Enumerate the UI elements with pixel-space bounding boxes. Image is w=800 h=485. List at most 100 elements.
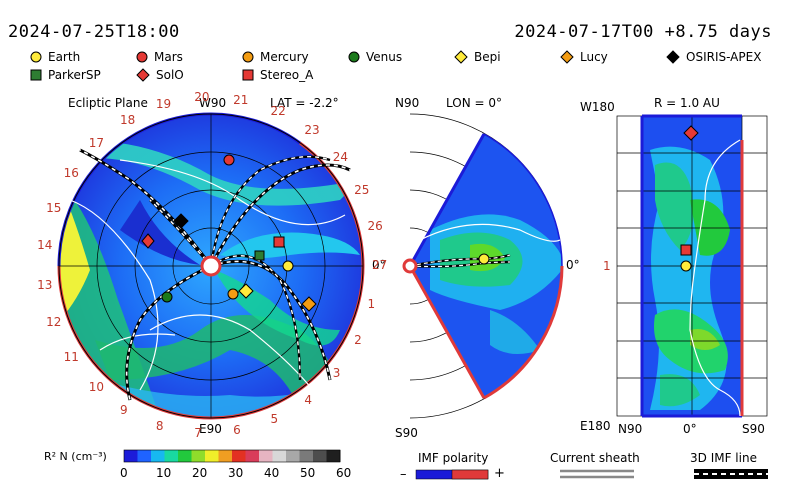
colorbar-segment [218,450,233,462]
colorbar-tick-label: 0 [120,466,128,480]
sector-label: 3 [332,365,341,380]
colorbar-segment [326,450,341,462]
legend-solo: SolO [136,68,184,82]
cylindrical-x-label-s90: S90 [742,422,765,436]
lucy-marker [301,296,317,312]
legend-mercury: Mercury [242,50,309,64]
sector-label: 19 [155,97,172,112]
ecliptic-lat-label: LAT = -2.2° [270,96,339,110]
colorbar-tick-label: 40 [264,466,280,480]
sector-label: 9 [120,403,128,418]
cylindrical-top-label: W180 [580,100,615,114]
imf-3d-line-label: 3D IMF line [690,451,757,465]
legend-osiris-apex: OSIRIS-APEX [666,50,761,64]
imf-positive-swatch [451,469,489,480]
ecliptic-plane-panel [57,112,365,420]
sector-label: 21 [233,92,249,107]
sector-label: 27 [372,258,388,272]
legend-venus: Venus [348,50,402,64]
earth-cyl-marker [680,260,692,272]
cylindrical-left-label: 1 [603,259,611,273]
legend-bepi: Bepi [454,50,501,64]
sector-label: 4 [304,392,312,407]
meridional-right-label: 0° [566,258,580,272]
colorbar-segment [286,450,300,462]
sun-marker [200,255,222,277]
stereo-a-marker [273,236,285,248]
colorbar-segment [124,450,138,462]
cylindrical-x-label-0: 0° [683,422,697,436]
colorbar-segment [259,450,273,462]
density-colorbar [123,449,341,463]
ecliptic-top-label: W90 [199,96,227,110]
sector-label: 18 [120,112,136,127]
left-timestamp: 2024-07-25T18:00 [8,22,180,42]
colorbar-segment [151,450,165,462]
legend-earth: Earth [30,50,80,64]
colorbar-segment [232,450,246,462]
earth-meridional-marker [478,253,490,265]
cylindrical-panel [616,114,768,418]
colorbar-segment [164,450,179,462]
cylindrical-x-label-n90: N90 [618,422,643,436]
meridional-bottom-label: S90 [395,426,418,440]
sector-label: 10 [88,380,104,395]
parkersp-marker [254,250,265,261]
sector-label: 16 [63,165,79,180]
colorbar-segment [313,450,327,462]
ecliptic-title: Ecliptic Plane [68,96,148,110]
stereo-a-cyl-marker [680,244,692,256]
legend-stereo-a: Stereo_A [242,68,313,82]
sector-label: 5 [270,412,279,427]
solo-cyl-marker [683,125,699,141]
colorbar-segment [205,450,219,462]
sector-label: 22 [270,103,286,118]
legend-mars: Mars [136,50,183,64]
cylindrical-title: R = 1.0 AU [654,96,720,110]
meridional-top-label: N90 [395,96,420,110]
legend-lucy: Lucy [560,50,608,64]
mercury-marker [227,288,239,300]
cylindrical-bottom-label: E180 [580,419,611,433]
colorbar-segment [137,450,152,462]
venus-marker [161,291,173,303]
sector-label: 26 [367,219,383,234]
colorbar-segment [191,450,206,462]
osiris-apex-marker [173,213,189,229]
sector-label: 12 [46,315,62,330]
sector-label: 2 [354,333,362,348]
solo-marker [141,233,155,249]
legend-parkersp: ParkerSP [30,68,101,82]
sector-label: 6 [233,423,241,438]
colorbar-segment [245,450,260,462]
colorbar-tick-label: 50 [300,466,316,480]
sector-label: 11 [63,350,79,365]
colorbar-segment [272,450,287,462]
colorbar-tick-label: 20 [192,466,208,480]
mars-marker [223,154,235,166]
sector-label: 1 [367,296,376,311]
ecliptic-right-label: 0° [372,258,386,272]
sector-label: 24 [332,150,348,164]
sector-label: 17 [88,135,104,150]
sector-label: 20 [194,90,210,105]
meridional-title: LON = 0° [446,96,502,110]
sector-label: 8 [155,418,164,433]
colorbar-label: R² N (cm⁻³) [44,450,107,463]
colorbar-tick-label: 60 [336,466,352,480]
colorbar-segment [178,450,192,462]
colorbar-tick-label: 30 [228,466,244,480]
sector-label: 15 [46,200,62,215]
imf-polarity-label: IMF polarity [418,451,489,465]
sector-label: 25 [354,182,370,197]
imf-plus-label: + [494,466,505,481]
imf-minus-label: – [400,467,407,482]
meridional-plane-panel [402,113,564,419]
sector-label: 7 [194,425,202,440]
current-sheath-label: Current sheath [550,451,640,465]
sector-label: 23 [304,123,320,138]
sector-label: 14 [37,238,53,253]
colorbar-tick-label: 10 [156,466,172,480]
ecliptic-bottom-label: E90 [199,422,222,436]
right-timestamp: 2024-07-17T00 +8.75 days [514,22,772,42]
